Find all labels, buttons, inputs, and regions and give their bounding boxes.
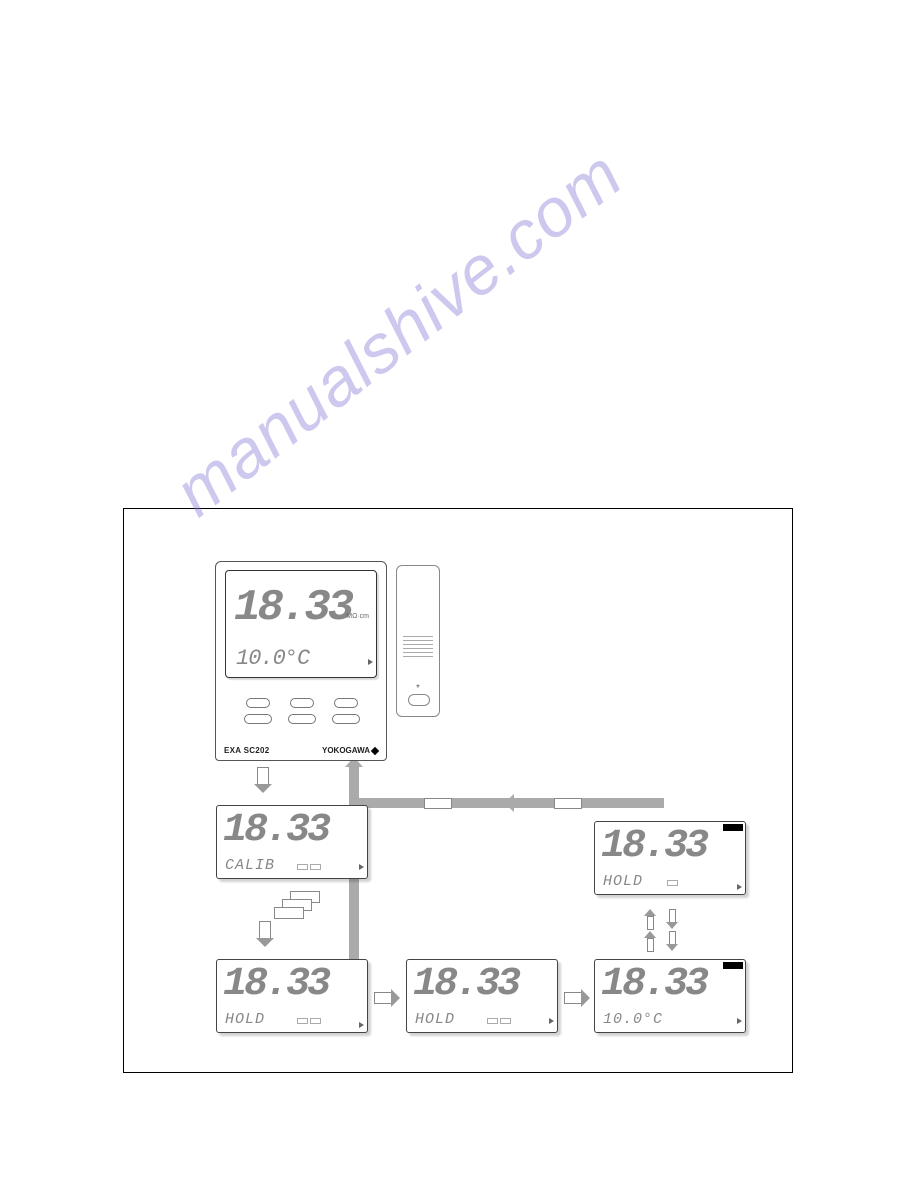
device-body: 18.33 MΩ·cm 10.0°C EXA SC202 (215, 561, 387, 761)
device: 18.33 MΩ·cm 10.0°C EXA SC202 (215, 561, 387, 761)
arrow-up-icon (644, 909, 656, 929)
lcd-calib: 18.33 CALIB (216, 805, 368, 879)
updown-arrows (644, 931, 678, 951)
updown-arrows (644, 909, 678, 929)
device-brand: YOKOGAWA (322, 746, 378, 755)
indicator-arrow-icon (368, 659, 373, 665)
watermark-text: manualshive.com (160, 135, 637, 531)
asterisk-icon: * (416, 683, 420, 694)
device-button[interactable] (332, 714, 360, 724)
lcd-main-value: 18.33 (601, 962, 706, 1007)
device-footer: EXA SC202 YOKOGAWA (224, 746, 378, 755)
lcd-sub-label: HOLD (415, 1011, 455, 1028)
lcd-arrow-icon (549, 1018, 554, 1024)
device-button[interactable] (334, 698, 358, 708)
lcd-main-value: 18.33 (223, 808, 328, 853)
lcd-main-value: 18.33 (413, 962, 518, 1007)
lcd-main-value: 18.33 (601, 824, 706, 869)
diagram-frame: 18.33 MΩ·cm 10.0°C EXA SC202 (123, 508, 793, 1073)
arrow-up-icon (644, 931, 656, 951)
flow-arrow-right-icon (374, 989, 400, 1007)
lcd-sub-label: HOLD (603, 873, 643, 890)
lcd-sub-label: HOLD (225, 1011, 265, 1028)
tiny-indicators (487, 1018, 511, 1024)
tiny-indicators (667, 880, 678, 886)
device-button[interactable] (244, 714, 272, 724)
path-node (424, 798, 452, 809)
black-tab-indicator (723, 824, 743, 831)
flow-arrow-down-icon (256, 921, 274, 947)
side-module: * (396, 565, 440, 717)
flow-arrow-right-icon (564, 989, 590, 1007)
path-segment (349, 763, 359, 803)
device-buttons (236, 698, 368, 730)
device-screen: 18.33 MΩ·cm 10.0°C (225, 570, 377, 678)
flow-arrow-down-icon (254, 767, 272, 793)
path-arrowhead-left (504, 794, 514, 812)
side-module-button[interactable]: * (408, 694, 430, 706)
device-unit: MΩ·cm (346, 613, 369, 620)
arrow-down-icon (666, 931, 678, 951)
arrow-down-icon (666, 909, 678, 929)
device-sub-value: 10.0°C (236, 646, 309, 671)
lcd-arrow-icon (737, 1018, 742, 1024)
tiny-indicators (297, 864, 321, 870)
vents (403, 636, 433, 660)
device-button[interactable] (290, 698, 314, 708)
device-button[interactable] (246, 698, 270, 708)
device-main-value: 18.33 (234, 583, 351, 633)
lcd-arrow-icon (359, 1022, 364, 1028)
lcd-temp: 18.33 10.0°C (594, 959, 746, 1033)
path-node (554, 798, 582, 809)
device-button[interactable] (288, 714, 316, 724)
device-model: EXA SC202 (224, 746, 270, 755)
lcd-arrow-icon (359, 864, 364, 870)
lcd-hold1: 18.33 HOLD (216, 959, 368, 1033)
lcd-sub-label: 10.0°C (603, 1011, 663, 1028)
lcd-hold2: 18.33 HOLD (406, 959, 558, 1033)
black-tab-indicator (723, 962, 743, 969)
lcd-hold3: 18.33 HOLD (594, 821, 746, 895)
lcd-main-value: 18.33 (223, 962, 328, 1007)
lcd-sub-label: CALIB (225, 857, 275, 874)
lcd-arrow-icon (737, 884, 742, 890)
tiny-indicators (297, 1018, 321, 1024)
brand-diamond-icon (371, 746, 379, 754)
